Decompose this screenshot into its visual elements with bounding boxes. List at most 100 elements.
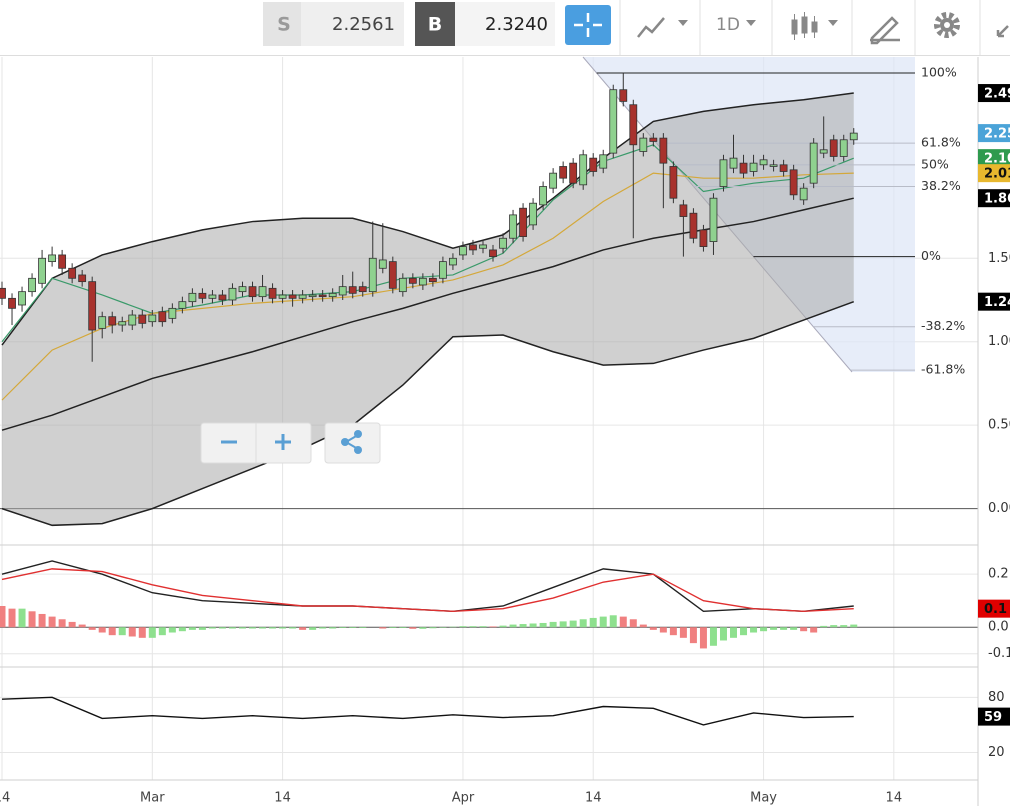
x-tick-label: 14 — [274, 791, 291, 806]
candle-body — [98, 316, 107, 329]
sell-button[interactable] — [263, 2, 301, 46]
candle-body — [358, 286, 367, 293]
candle-body — [439, 261, 447, 279]
candle-body — [639, 137, 648, 152]
share-button[interactable] — [324, 422, 381, 464]
macd-bar — [118, 627, 126, 636]
y-tick-label: 0.0 — [988, 620, 1009, 635]
macd-bar — [679, 627, 687, 638]
fib-label: -38.2% — [921, 318, 965, 333]
candle-body — [18, 291, 26, 306]
candle-body — [799, 187, 808, 201]
chart-type-button[interactable] — [637, 17, 665, 38]
candle-body — [539, 186, 548, 206]
candle-body — [298, 294, 307, 299]
candle-body — [258, 286, 267, 298]
sell-price: 2.2561 — [332, 14, 395, 35]
macd-bar — [850, 624, 858, 628]
dropdown-arrow — [828, 20, 838, 26]
sell-price-field[interactable] — [301, 2, 404, 46]
dropdown-arrow — [746, 20, 756, 26]
sell-label: S — [277, 14, 291, 36]
candle-body — [629, 104, 638, 146]
fib-label: -61.8% — [921, 362, 965, 377]
moving-average — [1, 144, 854, 343]
macd-bar — [279, 627, 287, 629]
candle-body — [819, 149, 828, 154]
candle-body — [499, 237, 507, 249]
macd-bar — [148, 627, 156, 638]
candle-body — [779, 164, 788, 172]
macd-bar — [529, 623, 537, 628]
macd-bar — [409, 627, 417, 629]
candle-body — [469, 244, 477, 251]
macd-bar — [249, 627, 257, 629]
macd-bar — [509, 624, 517, 628]
candle-body — [58, 254, 67, 269]
macd-bar — [459, 626, 467, 628]
candle-body — [529, 202, 537, 226]
candle-body — [579, 154, 588, 186]
macd-bar — [359, 627, 367, 629]
price-tag-label: 2.10 — [984, 152, 1010, 167]
zoom-controls — [200, 422, 381, 464]
macd-bar — [18, 608, 26, 628]
macd-bar — [238, 627, 246, 629]
macd-bar — [309, 627, 317, 630]
candle-body — [148, 314, 157, 323]
crosshair-button[interactable] — [565, 5, 611, 45]
candle-style-button[interactable] — [791, 12, 818, 40]
macd-bar — [269, 627, 277, 629]
macd-bar — [609, 615, 617, 628]
x-tick-label: Mar — [140, 791, 165, 806]
fib-label: 50% — [921, 156, 949, 171]
candle-body — [288, 294, 297, 299]
macd-bar — [429, 627, 437, 629]
macd-bar — [770, 627, 778, 630]
macd-bar — [158, 627, 166, 636]
buy-button[interactable] — [415, 2, 455, 46]
draw-button[interactable] — [870, 16, 900, 45]
settings-icon-hole — [944, 22, 950, 28]
candle-body — [589, 157, 598, 172]
candle-body — [729, 157, 738, 169]
candle-body — [669, 166, 678, 199]
candle-body — [479, 244, 487, 249]
macd-bar — [329, 627, 337, 629]
macd-bar — [649, 627, 657, 630]
macd-bar — [709, 627, 717, 646]
macd-bar — [379, 627, 387, 629]
candle-body — [38, 257, 46, 284]
candle-body — [599, 154, 608, 169]
candle-body — [699, 229, 708, 247]
candle-body — [619, 89, 628, 102]
candle-body — [128, 314, 137, 326]
candle-body — [749, 162, 758, 172]
collapse-button[interactable] — [996, 25, 1009, 38]
macd-bar — [719, 627, 727, 641]
band-upper — [1, 92, 854, 346]
macd-bar — [659, 627, 667, 633]
buy-price-field[interactable] — [455, 2, 555, 46]
candle-body — [459, 246, 467, 256]
share-dot — [341, 438, 349, 446]
candle-body — [88, 281, 97, 331]
interval-button[interactable]: 1D — [716, 15, 740, 35]
settings-button[interactable] — [934, 12, 960, 38]
macd-bar — [188, 627, 196, 630]
zoom-in-button[interactable] — [275, 434, 291, 450]
y-tick-label: -0.1 — [988, 646, 1010, 661]
candle-body — [739, 162, 748, 174]
macd-bar — [299, 627, 307, 630]
macd-bar — [669, 627, 677, 636]
candle-body — [388, 261, 397, 289]
candle-body — [238, 286, 247, 293]
macd-bar — [800, 627, 808, 632]
macd-bar — [760, 627, 768, 632]
macd-bar — [469, 626, 477, 628]
macd-bar — [750, 627, 758, 633]
macd-bar — [539, 622, 547, 628]
candle-body — [198, 292, 207, 299]
macd-bar — [0, 606, 6, 628]
